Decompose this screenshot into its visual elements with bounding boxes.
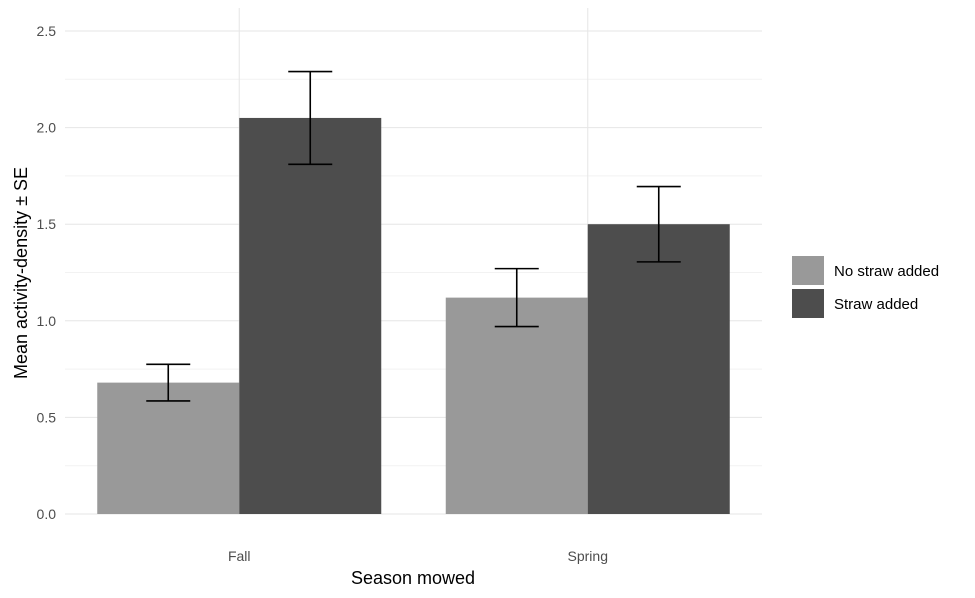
error-bar-spring-no-straw bbox=[494, 267, 539, 328]
bar-spring-straw bbox=[587, 224, 730, 514]
y-tick-label: 0.0 bbox=[37, 506, 57, 522]
y-axis-ticks: 0.0 0.5 1.0 1.5 2.0 2.5 bbox=[37, 23, 57, 522]
bars bbox=[97, 117, 730, 514]
legend-label-straw: Straw added bbox=[834, 296, 918, 313]
bar-fall-no-straw bbox=[97, 382, 240, 514]
y-axis-title: Mean activity-density ± SE bbox=[11, 167, 31, 379]
y-tick-label: 2.5 bbox=[37, 23, 57, 39]
bar-fall-straw bbox=[239, 117, 382, 514]
x-axis-title: Season mowed bbox=[351, 568, 475, 588]
x-tick-label: Fall bbox=[228, 548, 251, 564]
legend: No straw added Straw added bbox=[792, 256, 939, 318]
x-tick-label: Spring bbox=[568, 548, 608, 564]
y-tick-label: 1.0 bbox=[37, 313, 57, 329]
error-bar-spring-straw bbox=[636, 185, 681, 263]
x-axis-ticks: Fall Spring bbox=[228, 548, 608, 564]
error-bar-fall-straw bbox=[288, 70, 333, 166]
error-bars bbox=[146, 70, 681, 402]
y-tick-label: 1.5 bbox=[37, 216, 57, 232]
y-tick-label: 2.0 bbox=[37, 120, 57, 136]
legend-swatch-no-straw bbox=[792, 256, 824, 285]
bar-spring-no-straw bbox=[445, 297, 588, 514]
y-tick-label: 0.5 bbox=[37, 409, 57, 425]
legend-label-no-straw: No straw added bbox=[834, 263, 939, 280]
legend-swatch-straw bbox=[792, 289, 824, 318]
error-bar-fall-no-straw bbox=[146, 363, 191, 402]
